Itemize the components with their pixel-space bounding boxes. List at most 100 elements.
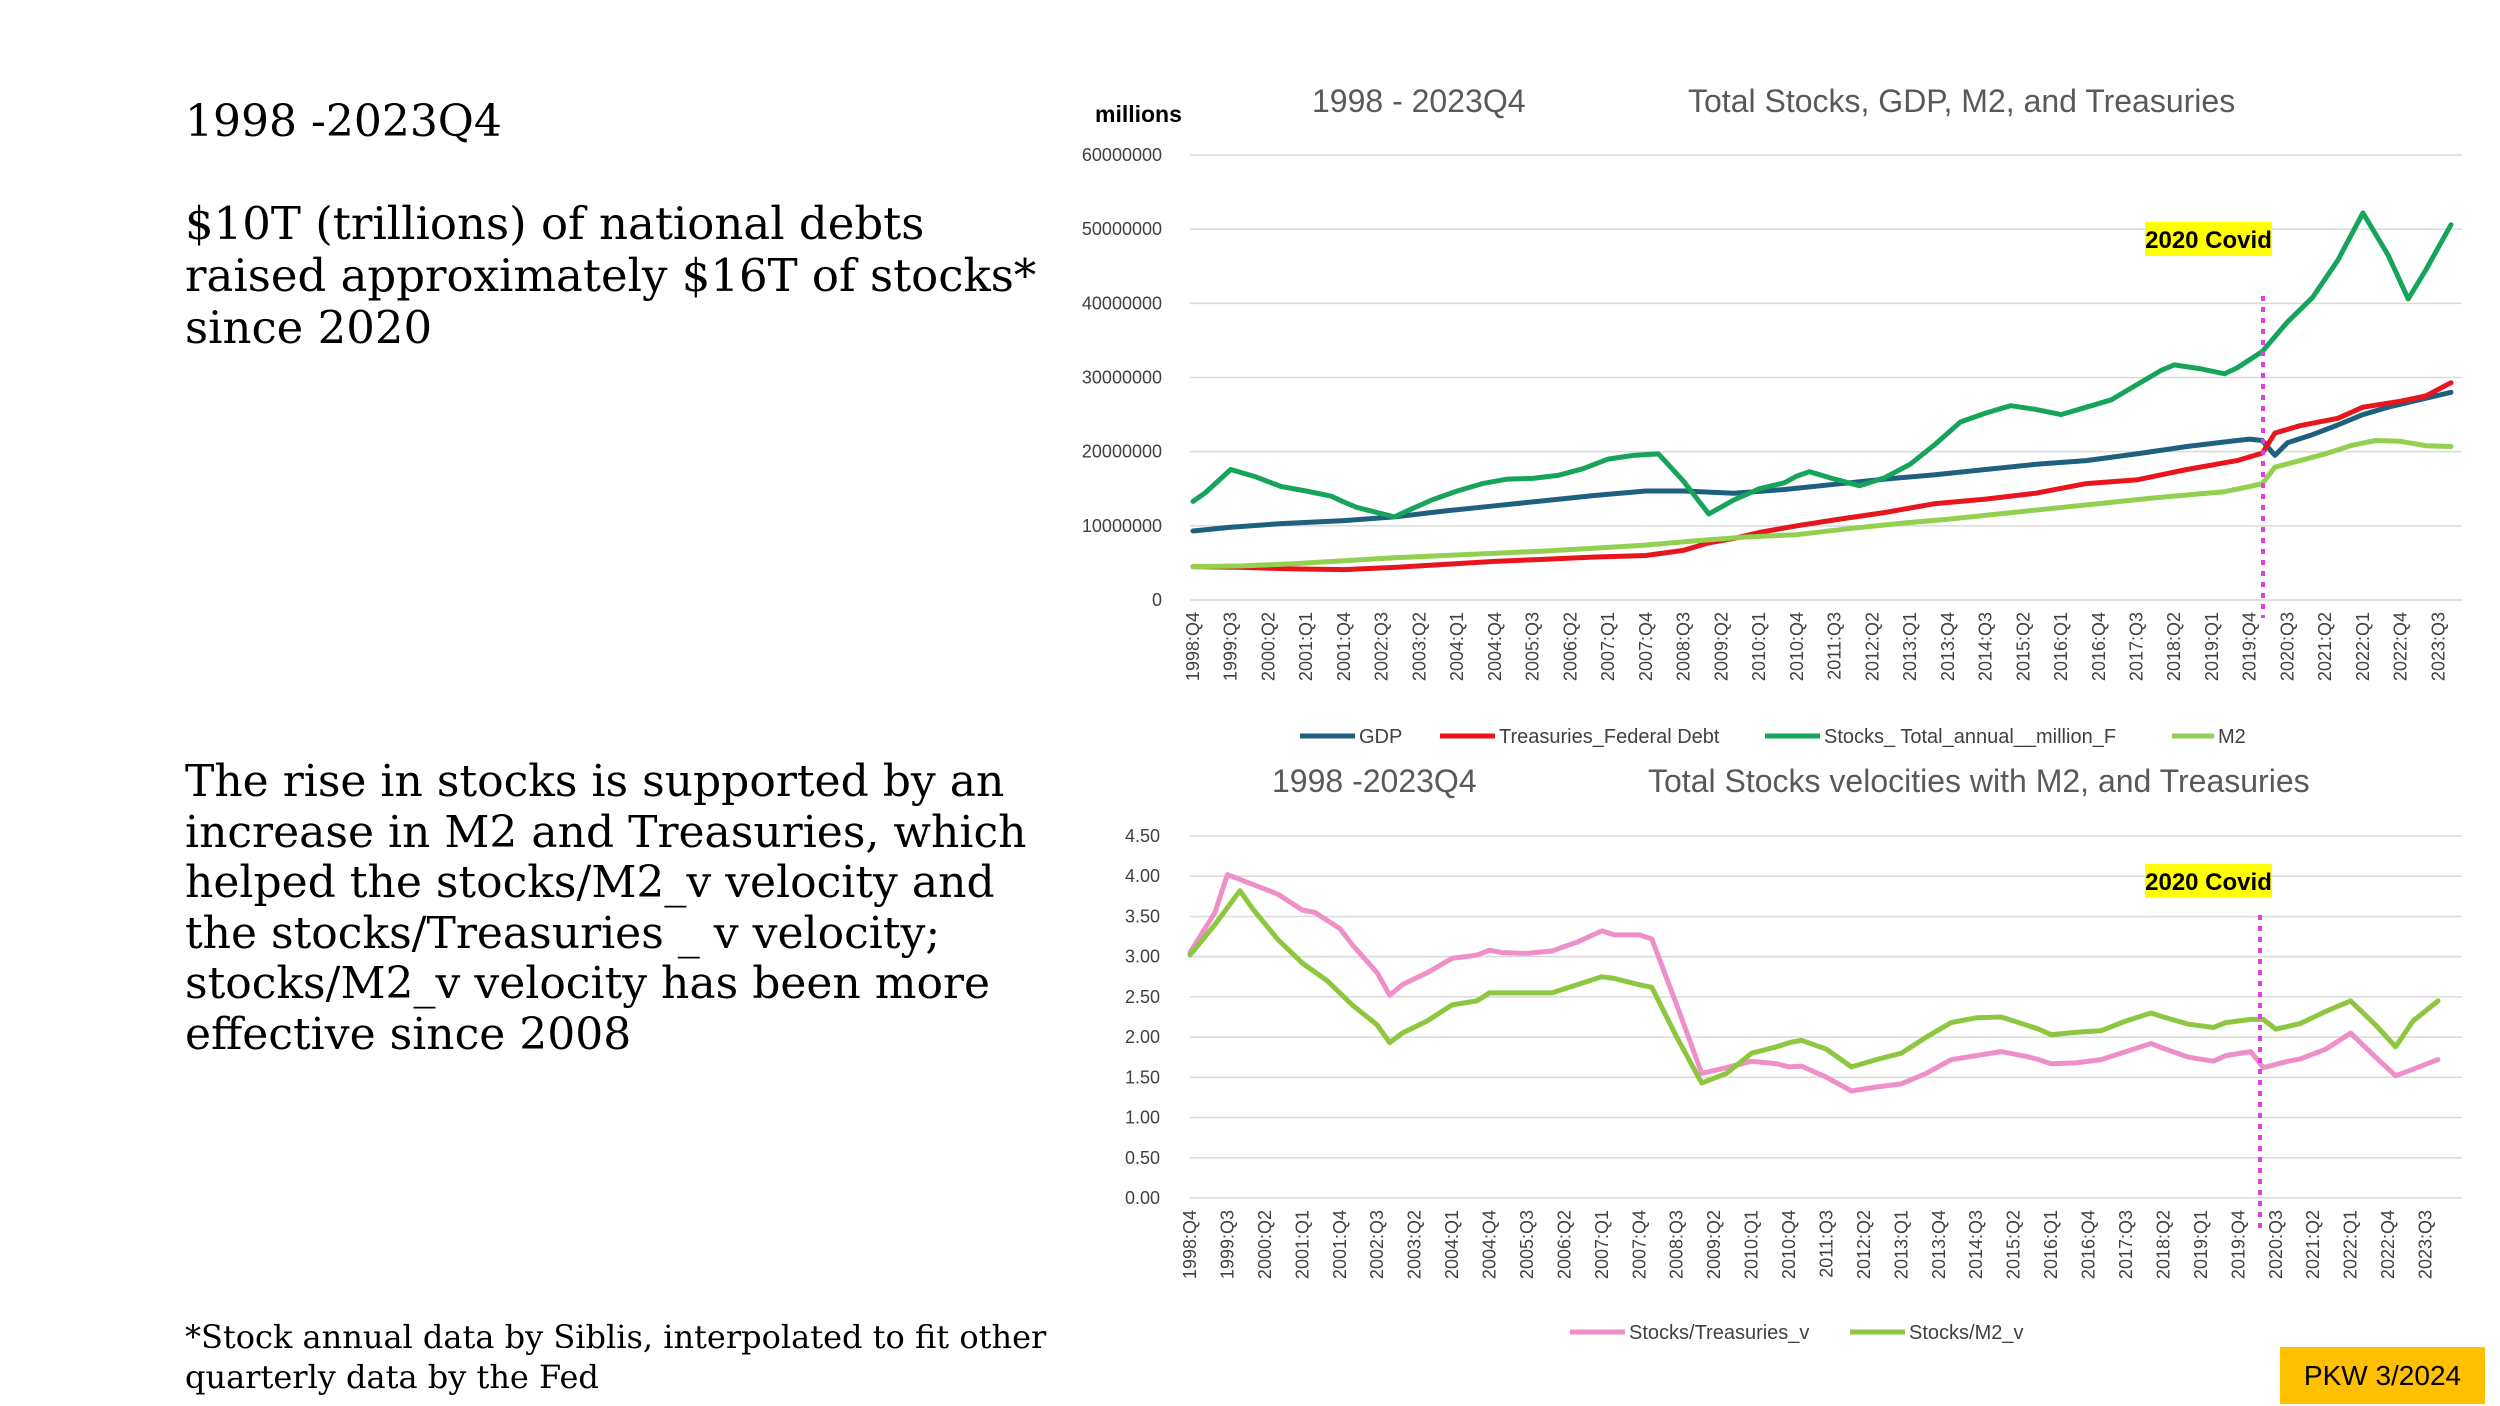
x-tick-label: 2010:Q1 (1742, 1210, 1762, 1279)
y-tick-label: 4.00 (1125, 866, 1160, 886)
x-tick-label: 2013:Q4 (1938, 612, 1958, 681)
x-tick-label: 2023:Q3 (2416, 1210, 2436, 1279)
x-tick-label: 2009:Q2 (1711, 612, 1731, 681)
series-line-3 (1190, 210, 2454, 520)
x-tick-label: 2001:Q4 (1334, 612, 1354, 681)
x-tick-label: 1998:Q4 (1180, 1210, 1200, 1279)
x-tick-label: 1999:Q3 (1217, 1210, 1237, 1279)
y-tick-label: 0 (1152, 590, 1162, 610)
x-tick-label: 2022:Q4 (2391, 612, 2411, 681)
series-line-2 (1190, 380, 2454, 573)
covid-label-box (2145, 222, 2272, 256)
x-tick-label: 2004:Q1 (1447, 612, 1467, 681)
x-tick-label: 2008:Q3 (1674, 612, 1694, 681)
y-tick-label: 0.00 (1125, 1188, 1160, 1208)
x-tick-label: 2002:Q3 (1367, 1210, 1387, 1279)
y-tick-label: 1.00 (1125, 1108, 1160, 1128)
x-tick-label: 2014:Q3 (1966, 1210, 1986, 1279)
x-tick-label: 2017:Q3 (2127, 612, 2147, 681)
x-tick-label: 2009:Q2 (1704, 1210, 1724, 1279)
slide-headline: $10T (trillions) of national debts raise… (185, 197, 1037, 354)
x-tick-label: 2017:Q3 (2116, 1210, 2136, 1279)
x-tick-label: 2004:Q4 (1485, 612, 1505, 681)
legend-label: Stocks/Treasuries_v (1629, 1322, 1809, 1344)
legend-label: Stocks/M2_v (1909, 1322, 2023, 1344)
covid-label-box (2145, 864, 2272, 898)
x-tick-label: 2020:Q3 (2277, 612, 2297, 681)
x-tick-label: 2019:Q1 (2191, 1210, 2211, 1279)
y-tick-label: 0.50 (1125, 1148, 1160, 1168)
y-tick-label: 3.00 (1125, 947, 1160, 967)
x-tick-label: 2010:Q4 (1779, 1210, 1799, 1279)
chart-2: 1998 -2023Q4 Total Stocks velocities with… (1125, 763, 2462, 1344)
chart-title: Total Stocks velocities with M2, and Tre… (1648, 763, 2310, 799)
x-tick-label: 2023:Q3 (2428, 612, 2448, 681)
x-tick-label: 2004:Q4 (1480, 1210, 1500, 1279)
series-line-4 (1190, 438, 2454, 570)
x-tick-label: 2008:Q3 (1667, 1210, 1687, 1279)
chart-1: 1998 - 2023Q4 Total Stocks, GDP, M2, and … (1082, 83, 2462, 748)
x-tick-label: 2015:Q2 (2004, 1210, 2024, 1279)
x-tick-label: 2016:Q1 (2041, 1210, 2061, 1279)
x-tick-label: 2005:Q3 (1517, 1210, 1537, 1279)
slide-date-range: 1998 -2023Q4 (185, 96, 502, 147)
legend-label: Stocks_ Total_annual__million_F (1824, 726, 2116, 748)
x-tick-label: 2015:Q2 (2013, 612, 2033, 681)
legend-label: M2 (2218, 726, 2246, 748)
x-tick-label: 2007:Q4 (1629, 1210, 1649, 1279)
x-tick-label: 2010:Q4 (1787, 612, 1807, 681)
covid-label: 2020 Covid (2145, 869, 2272, 896)
x-tick-label: 2019:Q1 (2202, 612, 2222, 681)
x-tick-label: 2022:Q1 (2341, 1210, 2361, 1279)
y-tick-label: 30000000 (1082, 368, 1162, 388)
x-tick-label: 2003:Q2 (1405, 1210, 1425, 1279)
x-tick-label: 2006:Q2 (1560, 612, 1580, 681)
y-tick-label: 1.50 (1125, 1067, 1160, 1087)
x-tick-label: 2022:Q1 (2353, 612, 2373, 681)
y-tick-label: 2.50 (1125, 987, 1160, 1007)
chart-title: Total Stocks, GDP, M2, and Treasuries (1688, 83, 2235, 119)
x-tick-label: 2007:Q1 (1592, 1210, 1612, 1279)
x-tick-label: 2004:Q1 (1442, 1210, 1462, 1279)
x-tick-label: 2000:Q2 (1258, 612, 1278, 681)
x-tick-label: 2011:Q3 (1825, 612, 1845, 680)
x-tick-label: 2001:Q1 (1292, 1210, 1312, 1279)
x-tick-label: 2013:Q1 (1891, 1210, 1911, 1279)
x-tick-label: 2022:Q4 (2378, 1210, 2398, 1279)
legend-label: GDP (1359, 726, 1402, 748)
x-tick-label: 2000:Q2 (1255, 1210, 1275, 1279)
x-tick-label: 2003:Q2 (1409, 612, 1429, 681)
legend-label: Treasuries_Federal Debt (1499, 726, 1720, 748)
x-tick-label: 2020:Q3 (2266, 1210, 2286, 1279)
x-tick-label: 2016:Q4 (2089, 612, 2109, 681)
series-line-2 (1187, 888, 2441, 1086)
chart-title-date: 1998 - 2023Q4 (1312, 83, 1526, 119)
x-tick-label: 2014:Q3 (1976, 612, 1996, 681)
x-tick-label: 2006:Q2 (1554, 1210, 1574, 1279)
x-tick-label: 2016:Q4 (2079, 1210, 2099, 1279)
x-tick-label: 2021:Q2 (2315, 612, 2335, 681)
y-axis-unit-label: millions (1095, 101, 1182, 127)
x-tick-label: 2001:Q1 (1296, 612, 1316, 681)
series-line-1 (1190, 389, 2454, 534)
x-tick-label: 2007:Q1 (1598, 612, 1618, 681)
x-tick-label: 2018:Q2 (2153, 1210, 2173, 1279)
y-tick-label: 60000000 (1082, 145, 1162, 165)
x-tick-label: 2013:Q1 (1900, 612, 1920, 681)
y-tick-label: 3.50 (1125, 906, 1160, 926)
x-tick-label: 2013:Q4 (1929, 1210, 1949, 1279)
x-tick-label: 2002:Q3 (1372, 612, 1392, 681)
y-tick-label: 4.50 (1125, 826, 1160, 846)
x-tick-label: 2005:Q3 (1523, 612, 1543, 681)
y-tick-label: 10000000 (1082, 516, 1162, 536)
y-tick-label: 2.00 (1125, 1027, 1160, 1047)
x-tick-label: 2018:Q2 (2164, 612, 2184, 681)
x-tick-label: 2012:Q2 (1862, 612, 1882, 681)
slide-footnote: *Stock annual data by Siblis, interpolat… (185, 1318, 1047, 1396)
chart-title-date: 1998 -2023Q4 (1272, 763, 1477, 799)
y-tick-label: 40000000 (1082, 293, 1162, 313)
x-tick-label: 2019:Q4 (2228, 1210, 2248, 1279)
x-tick-label: 2012:Q2 (1854, 1210, 1874, 1279)
x-tick-label: 1999:Q3 (1221, 612, 1241, 681)
